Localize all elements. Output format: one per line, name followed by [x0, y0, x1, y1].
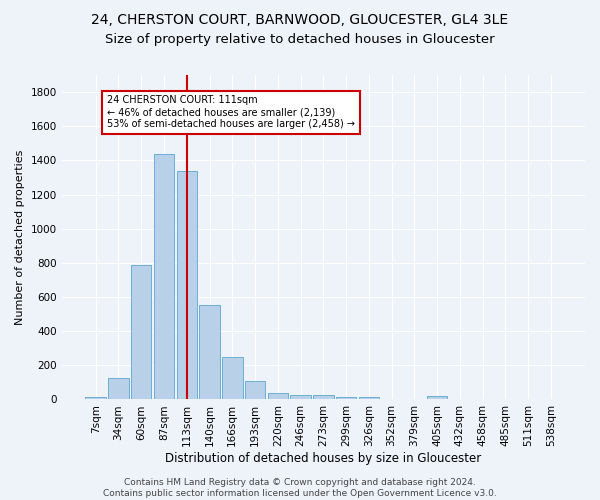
Bar	[359, 397, 379, 400]
Text: 24 CHERSTON COURT: 111sqm
← 46% of detached houses are smaller (2,139)
53% of se: 24 CHERSTON COURT: 111sqm ← 46% of detac…	[107, 96, 355, 128]
Bar	[176, 170, 197, 400]
Bar	[336, 397, 356, 400]
Bar	[108, 378, 129, 400]
X-axis label: Distribution of detached houses by size in Gloucester: Distribution of detached houses by size …	[165, 452, 481, 465]
Bar	[268, 394, 288, 400]
Text: 24, CHERSTON COURT, BARNWOOD, GLOUCESTER, GL4 3LE: 24, CHERSTON COURT, BARNWOOD, GLOUCESTER…	[91, 12, 509, 26]
Bar	[154, 154, 174, 400]
Bar	[245, 380, 265, 400]
Bar	[199, 304, 220, 400]
Bar	[131, 264, 151, 400]
Bar	[313, 394, 334, 400]
Bar	[290, 394, 311, 400]
Bar	[222, 357, 242, 400]
Bar	[427, 396, 448, 400]
Y-axis label: Number of detached properties: Number of detached properties	[15, 150, 25, 325]
Text: Contains HM Land Registry data © Crown copyright and database right 2024.
Contai: Contains HM Land Registry data © Crown c…	[103, 478, 497, 498]
Bar	[85, 397, 106, 400]
Text: Size of property relative to detached houses in Gloucester: Size of property relative to detached ho…	[105, 32, 495, 46]
